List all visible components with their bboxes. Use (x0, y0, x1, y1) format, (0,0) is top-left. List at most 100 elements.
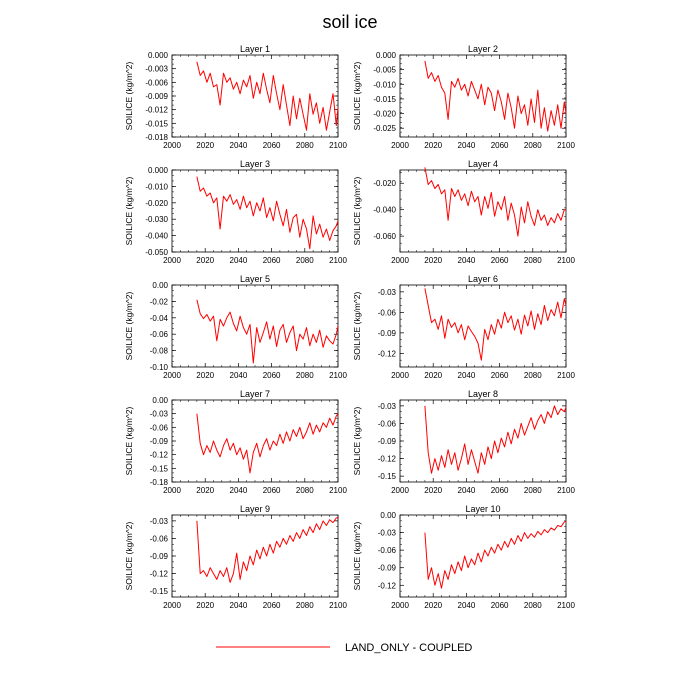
y-tick-label: -0.09 (150, 437, 169, 446)
y-tick-label: -0.15 (378, 472, 397, 481)
y-tick-label: -0.06 (378, 308, 397, 317)
x-tick-label: 2080 (524, 141, 542, 150)
y-tick-label: -0.020 (145, 199, 168, 208)
x-tick-label: 2100 (557, 256, 575, 265)
x-tick-label: 2060 (491, 601, 509, 610)
chart-panel-layer-8: Layer 8 SOILICE (kg/m^2) 2000 2020 2040 2060 2… (352, 389, 575, 495)
y-tick-label: 0.00 (380, 511, 396, 520)
panels: Layer 1 SOILICE (kg/m^2) 2000 2020 2040 2060 2… (124, 44, 575, 610)
panel-title: Layer 3 (240, 159, 270, 169)
y-axis-label: SOILICE (kg/m^2) (352, 406, 362, 475)
series-line (424, 520, 567, 589)
x-tick-label: 2000 (163, 256, 181, 265)
x-tick-label: 2100 (329, 601, 347, 610)
y-tick-label: -0.06 (378, 419, 397, 428)
y-tick-label: -0.060 (373, 232, 396, 241)
series-line (196, 61, 339, 131)
y-tick-label: -0.09 (378, 437, 397, 446)
x-tick-label: 2060 (491, 486, 509, 495)
panel-title: Layer 10 (465, 504, 500, 514)
x-tick-label: 2020 (424, 256, 442, 265)
y-tick-label: 0.000 (148, 166, 169, 175)
panel-title: Layer 6 (468, 274, 498, 284)
x-tick-label: 2060 (263, 601, 281, 610)
y-tick-label: 0.000 (376, 51, 397, 60)
x-tick-label: 2080 (524, 486, 542, 495)
series-line (196, 176, 339, 250)
x-tick-label: 2020 (196, 371, 214, 380)
y-tick-label: -0.06 (378, 546, 397, 555)
y-tick-label: -0.025 (373, 124, 396, 133)
x-tick-label: 2060 (491, 256, 509, 265)
panel-title: Layer 4 (468, 159, 498, 169)
series-line (196, 299, 339, 364)
series-line (424, 405, 567, 474)
x-tick-label: 2040 (458, 256, 476, 265)
x-tick-label: 2080 (296, 486, 314, 495)
y-axis-label: SOILICE (kg/m^2) (124, 176, 134, 245)
y-tick-label: -0.010 (145, 182, 168, 191)
y-tick-label: -0.15 (150, 587, 169, 596)
y-tick-label: -0.03 (378, 529, 397, 538)
y-tick-label: -0.10 (150, 363, 169, 372)
x-tick-label: 2080 (296, 141, 314, 150)
x-tick-label: 2000 (163, 371, 181, 380)
x-tick-label: 2040 (458, 371, 476, 380)
x-tick-label: 2000 (391, 141, 409, 150)
x-tick-label: 2000 (163, 141, 181, 150)
x-tick-label: 2020 (424, 371, 442, 380)
y-tick-label: -0.005 (373, 66, 396, 75)
panel-title: Layer 2 (468, 44, 498, 54)
x-tick-label: 2000 (391, 486, 409, 495)
y-tick-label: -0.12 (150, 570, 169, 579)
x-tick-label: 2100 (557, 601, 575, 610)
y-tick-label: -0.12 (150, 451, 169, 460)
y-axis-label: SOILICE (kg/m^2) (124, 521, 134, 590)
x-tick-label: 2020 (196, 486, 214, 495)
y-axis-label: SOILICE (kg/m^2) (124, 291, 134, 360)
x-tick-label: 2040 (230, 601, 248, 610)
x-tick-label: 2000 (391, 256, 409, 265)
y-tick-label: -0.020 (373, 179, 396, 188)
x-tick-label: 2040 (458, 141, 476, 150)
y-tick-label: 0.00 (152, 396, 168, 405)
series-line (424, 167, 566, 237)
panel-title: Layer 8 (468, 389, 498, 399)
y-tick-label: -0.08 (150, 347, 169, 356)
y-tick-label: -0.02 (150, 297, 169, 306)
y-tick-label: -0.09 (378, 564, 397, 573)
y-tick-label: -0.09 (378, 329, 397, 338)
chart-panel-layer-3: Layer 3 SOILICE (kg/m^2) 2000 2020 2040 2060 2… (124, 159, 347, 265)
chart-panel-layer-2: Layer 2 SOILICE (kg/m^2) 2000 2020 2040 2060 2… (352, 44, 575, 150)
y-tick-label: -0.03 (378, 402, 397, 411)
x-tick-label: 2020 (196, 141, 214, 150)
x-tick-label: 2040 (458, 601, 476, 610)
x-tick-label: 2060 (263, 371, 281, 380)
x-tick-label: 2020 (196, 256, 214, 265)
x-tick-label: 2020 (196, 601, 214, 610)
panel-title: Layer 9 (240, 504, 270, 514)
x-tick-label: 2080 (296, 371, 314, 380)
x-tick-label: 2060 (263, 256, 281, 265)
y-tick-label: -0.15 (150, 464, 169, 473)
y-tick-label: -0.020 (373, 110, 396, 119)
y-tick-label: -0.12 (378, 455, 397, 464)
y-tick-label: -0.030 (145, 215, 168, 224)
x-tick-label: 2040 (230, 141, 248, 150)
chart-panel-layer-6: Layer 6 SOILICE (kg/m^2) 2000 2020 2040 2060 2… (352, 274, 575, 380)
y-tick-label: -0.010 (373, 80, 396, 89)
x-tick-label: 2100 (329, 486, 347, 495)
x-tick-label: 2060 (491, 141, 509, 150)
x-tick-label: 2080 (296, 256, 314, 265)
x-tick-label: 2020 (424, 141, 442, 150)
y-tick-label: 0.00 (152, 281, 168, 290)
y-axis-label: SOILICE (kg/m^2) (352, 291, 362, 360)
y-tick-label: -0.012 (145, 106, 168, 115)
series-line (424, 60, 567, 132)
chart-panel-layer-5: Layer 5 SOILICE (kg/m^2) 2000 2020 2040 2060 2… (124, 274, 347, 380)
x-tick-label: 2020 (424, 601, 442, 610)
series-line (196, 517, 338, 583)
y-tick-label: -0.04 (150, 314, 169, 323)
x-tick-label: 2040 (230, 256, 248, 265)
chart-panel-layer-9: Layer 9 SOILICE (kg/m^2) 2000 2020 2040 2060 2… (124, 504, 347, 610)
